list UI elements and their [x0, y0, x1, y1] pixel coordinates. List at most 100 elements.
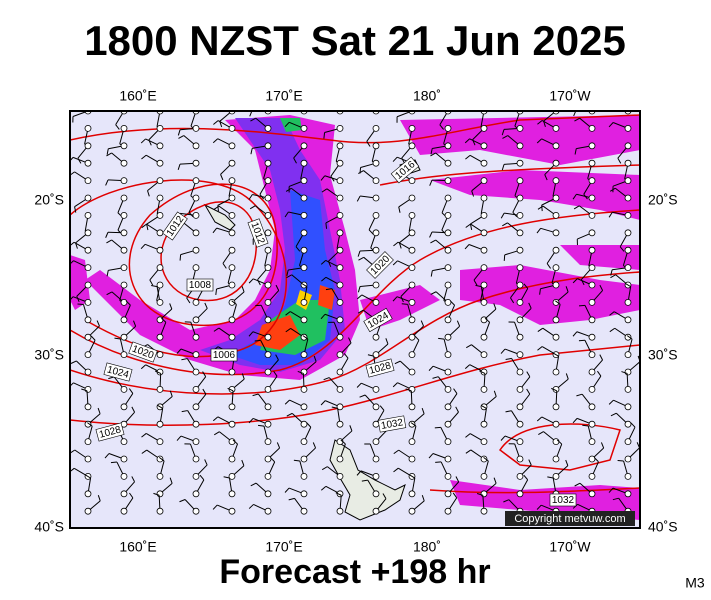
wind-barb-flag — [220, 174, 224, 181]
wind-barb-flag — [340, 439, 346, 445]
wind-barb-flag — [361, 479, 368, 482]
wind-barb-flag — [479, 370, 486, 374]
wind-barb-flag — [428, 453, 434, 459]
wind-station — [192, 507, 200, 515]
isobar-labels: 1012 101210081016102010201024102410061028… — [95, 156, 577, 507]
wind-station — [228, 124, 236, 132]
wind-station — [516, 333, 524, 341]
wind-barb-flag — [106, 270, 109, 277]
wind-barb-flag — [414, 335, 420, 341]
wind-station — [192, 177, 200, 185]
wind-station — [336, 177, 344, 185]
wind-barb-flag — [428, 365, 434, 371]
wind-station — [444, 333, 452, 341]
wind-station — [552, 142, 560, 150]
wind-barb-flag — [528, 302, 532, 309]
isobar-label-box — [103, 362, 133, 382]
wind-barb-flag — [181, 410, 188, 413]
wind-barb-flag — [125, 300, 131, 306]
wind-barb-flag — [293, 157, 297, 164]
wind-barb-flag — [421, 407, 425, 414]
wind-barb-flag — [409, 474, 416, 479]
wind-station — [264, 177, 272, 185]
wind-barb-flag — [158, 456, 165, 462]
wind-barb-flag — [177, 163, 181, 170]
latitude-label: 20˚S — [648, 192, 678, 208]
wind-station — [552, 368, 560, 376]
wind-barb-flag — [105, 179, 109, 186]
wind-barb-flag — [430, 239, 436, 244]
wind-barb-flag — [70, 296, 74, 301]
isobar-label: 1024 — [103, 362, 133, 382]
wind-station — [156, 211, 164, 219]
isobar-label: 1006 — [210, 348, 238, 362]
wind-barb-flag — [241, 286, 245, 293]
wind-barb-flag — [465, 223, 471, 228]
wind-station — [444, 490, 452, 498]
wind-barb-flag — [248, 331, 254, 337]
wind-barb-flag — [131, 476, 136, 483]
wind-barb-flag — [149, 279, 154, 286]
wind-station — [588, 316, 596, 324]
wind-station — [480, 298, 488, 306]
wind-station — [372, 455, 380, 463]
wind-station — [444, 281, 452, 289]
isobar-label: 1032 — [549, 493, 577, 507]
wind-barb-flag — [599, 284, 604, 291]
wind-station — [156, 490, 164, 498]
wind-station — [408, 264, 416, 272]
wind-barb-flag — [248, 504, 254, 509]
wind-barb-flag — [129, 492, 134, 499]
wind-station — [444, 472, 452, 480]
wind-station — [300, 438, 308, 446]
wind-barb-flag — [572, 331, 578, 337]
wind-station — [84, 385, 92, 393]
wind-barb-flag — [106, 148, 109, 155]
wind-barb-flag — [574, 482, 581, 487]
isobar-label: 1008 — [186, 278, 214, 292]
wind-station — [372, 333, 380, 341]
latitude-label: 30˚S — [648, 347, 678, 363]
wind-barb-flag — [500, 348, 506, 354]
wind-barb-flag — [453, 388, 458, 394]
wind-barb-flag — [177, 129, 181, 136]
wind-station — [192, 316, 200, 324]
wind-station — [264, 246, 272, 254]
wind-barb-flag — [343, 353, 349, 359]
wind-station — [408, 229, 416, 237]
wind-barb-flag — [199, 474, 205, 481]
wind-station — [192, 455, 200, 463]
wind-station — [300, 124, 308, 132]
wind-barb-flag — [358, 170, 364, 174]
wind-barb-flag — [367, 354, 374, 357]
wind-station — [120, 298, 128, 306]
wind-station — [588, 194, 596, 202]
wind-barb-flag — [312, 442, 317, 449]
wind-station — [228, 403, 236, 411]
wind-station — [408, 177, 416, 185]
wind-station — [444, 264, 452, 272]
wind-station — [480, 490, 488, 498]
wind-barb-flag — [186, 297, 191, 304]
wind-barb-flag — [465, 154, 471, 160]
wind-barb-flag — [429, 231, 433, 238]
wind-barb-flag — [110, 461, 117, 464]
wind-station — [408, 124, 416, 132]
wind-barb-flag — [356, 470, 362, 476]
wind-barb-flag — [630, 422, 636, 428]
wind-station — [588, 298, 596, 306]
wind-station — [480, 316, 488, 324]
wind-station — [444, 420, 452, 428]
wind-barb-flag — [626, 335, 633, 340]
wind-station — [480, 211, 488, 219]
wind-station — [120, 351, 128, 359]
wind-barb-flag — [464, 364, 471, 370]
wind-station — [84, 368, 92, 376]
wind-station — [552, 420, 560, 428]
wind-station — [480, 194, 488, 202]
wind-station — [192, 385, 200, 393]
wind-station — [84, 403, 92, 411]
wind-station — [336, 194, 344, 202]
wind-station — [480, 333, 488, 341]
wind-station — [408, 316, 416, 324]
